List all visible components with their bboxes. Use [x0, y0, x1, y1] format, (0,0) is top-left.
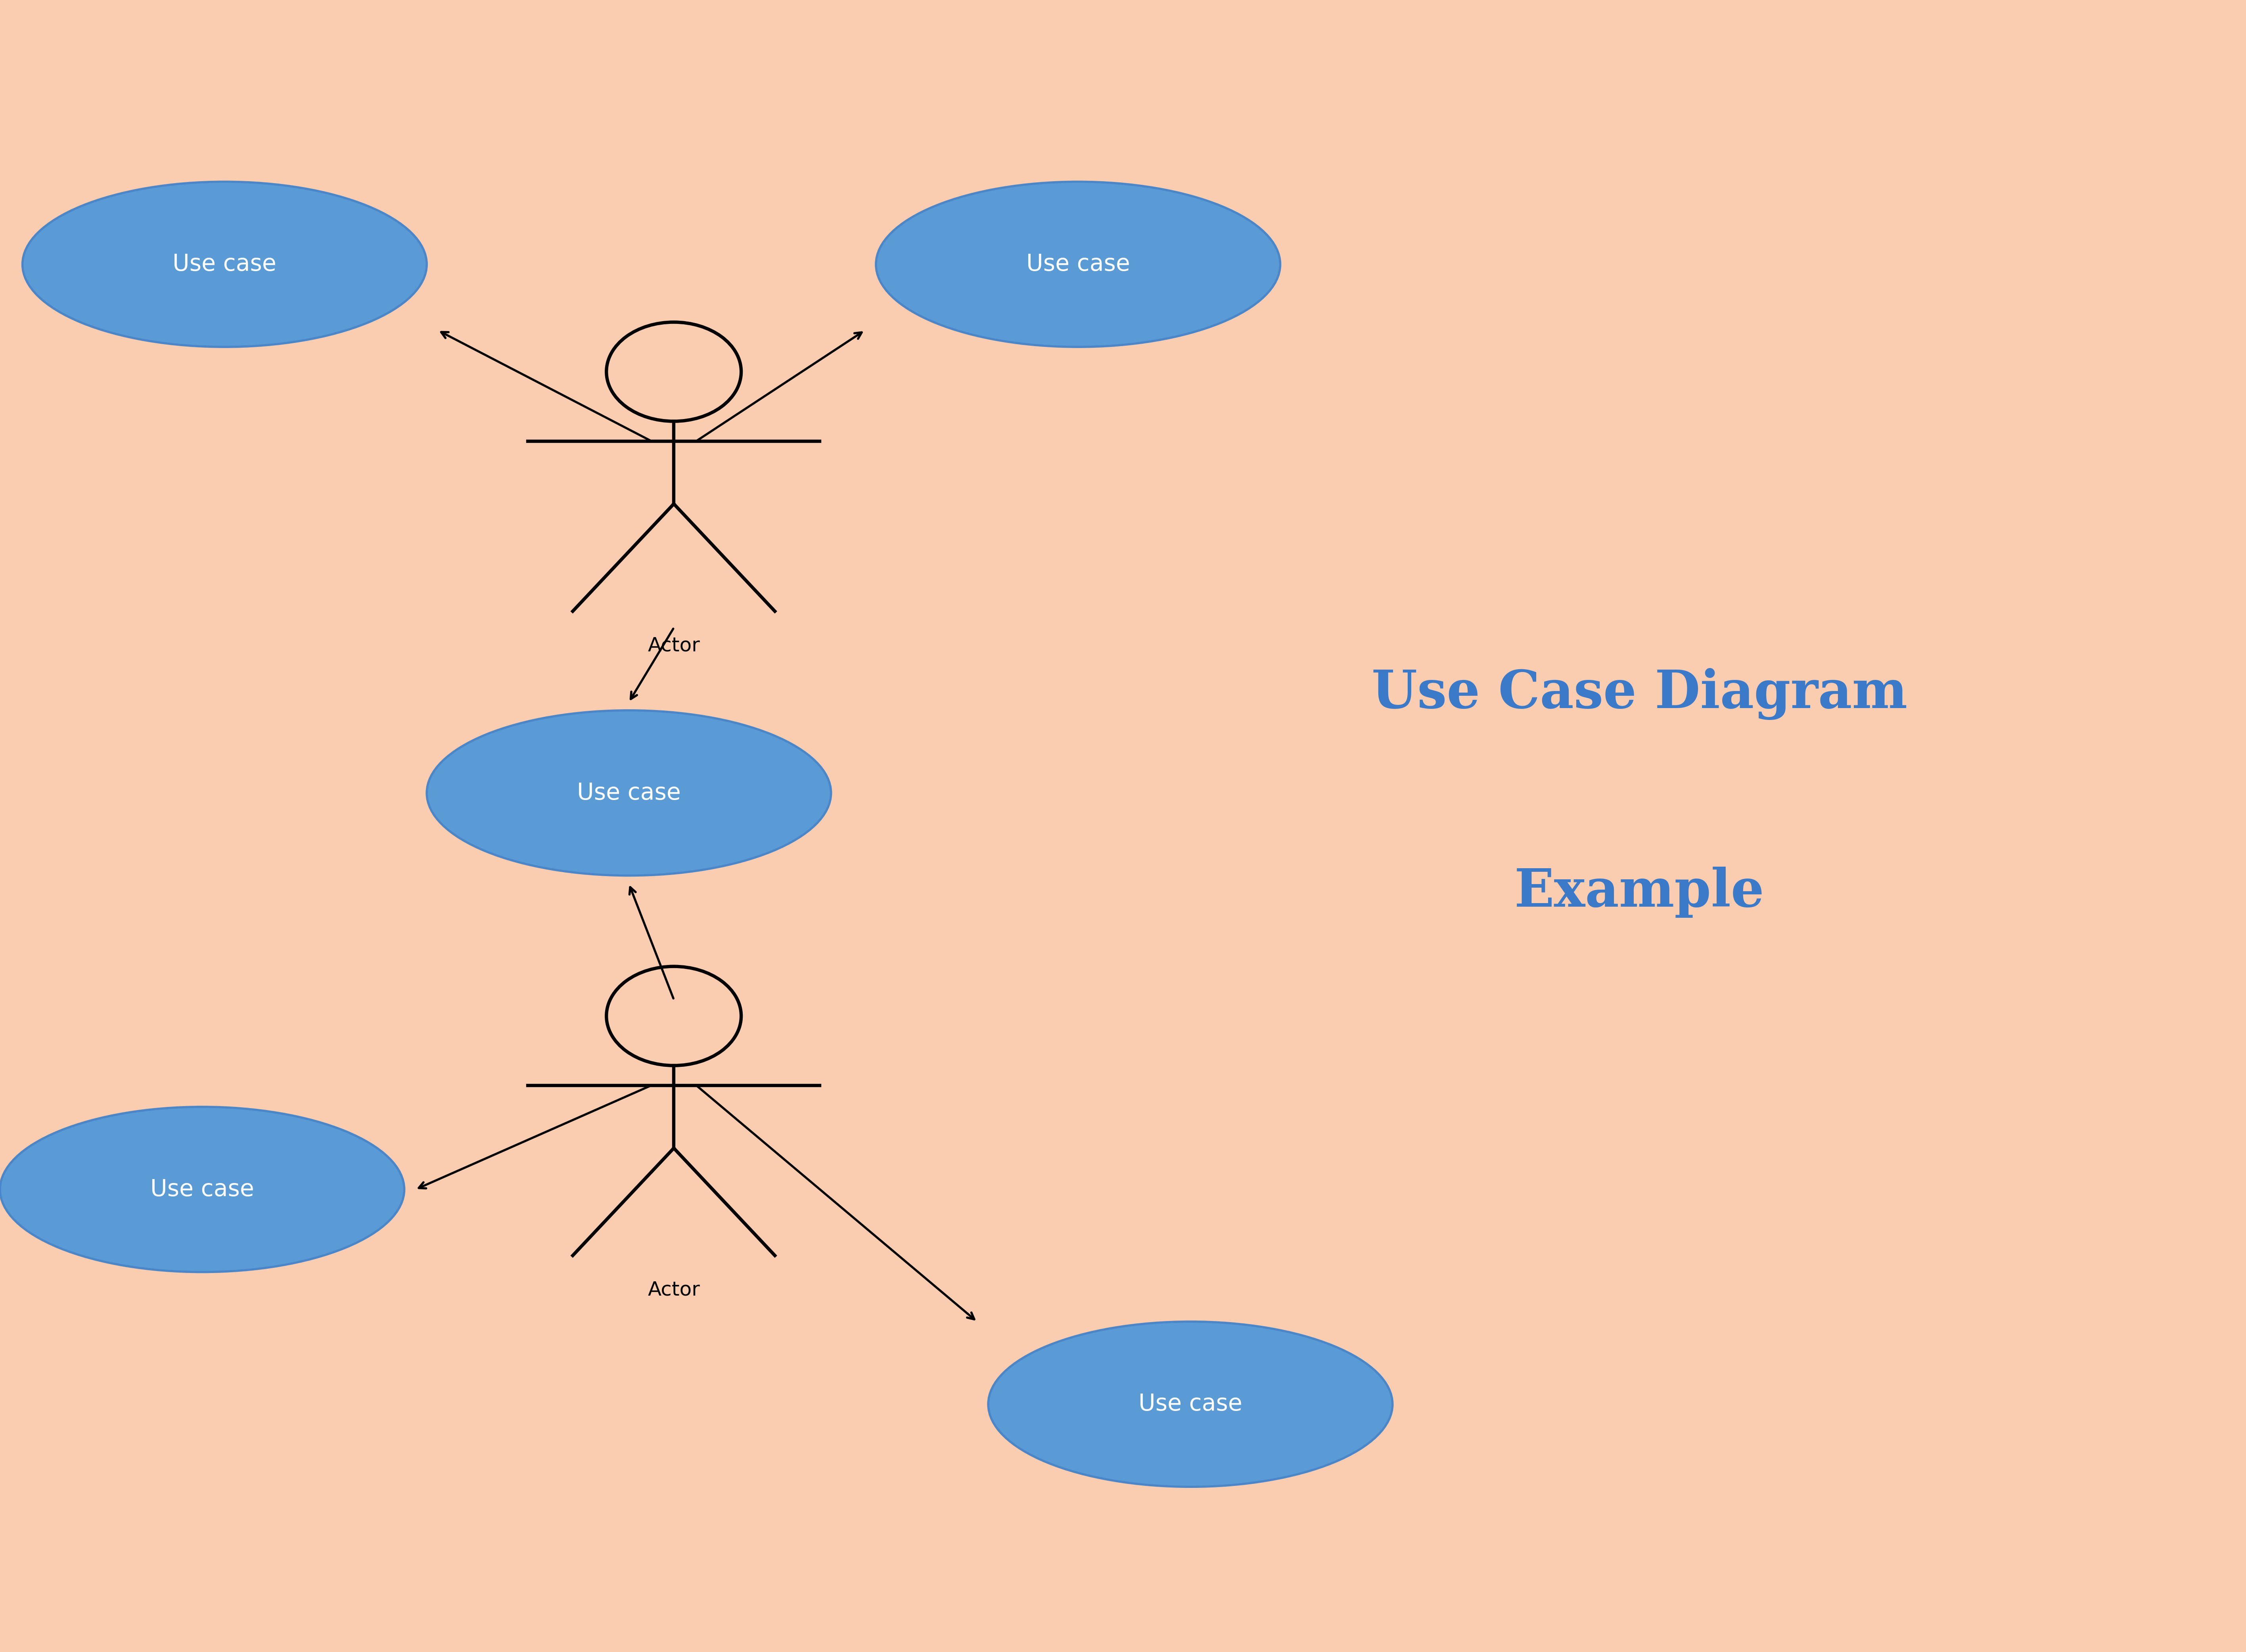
Text: Use case: Use case: [150, 1178, 254, 1201]
Ellipse shape: [0, 1107, 404, 1272]
Ellipse shape: [876, 182, 1280, 347]
Ellipse shape: [988, 1322, 1393, 1487]
Text: Use case: Use case: [577, 781, 681, 805]
Ellipse shape: [22, 182, 427, 347]
Text: Use case: Use case: [1139, 1393, 1242, 1416]
Ellipse shape: [427, 710, 831, 876]
Text: Actor: Actor: [647, 636, 701, 656]
Text: Actor: Actor: [647, 1280, 701, 1300]
Text: Use Case Diagram: Use Case Diagram: [1372, 667, 1907, 720]
Text: Use case: Use case: [173, 253, 276, 276]
Text: Use case: Use case: [1026, 253, 1130, 276]
Text: Example: Example: [1514, 867, 1765, 917]
